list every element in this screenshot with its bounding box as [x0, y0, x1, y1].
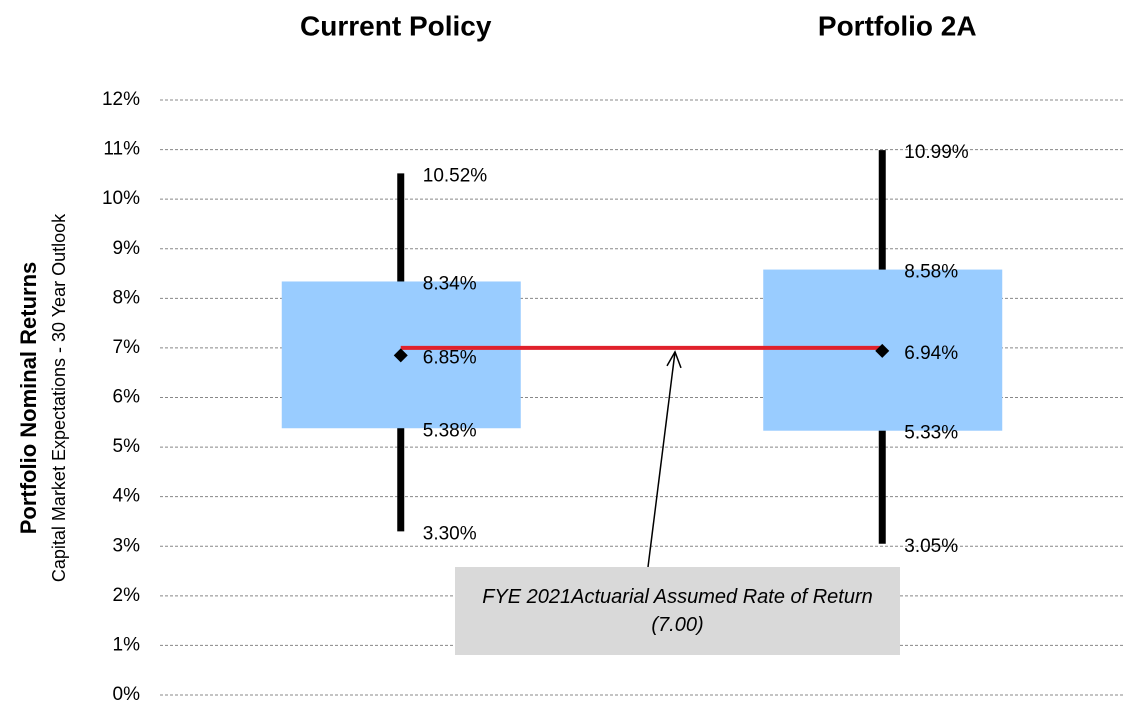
value-label: 8.58%	[904, 262, 958, 283]
y-tick-label: 8%	[113, 287, 141, 308]
y-tick-label: 6%	[113, 387, 141, 408]
value-label: 10.99%	[904, 142, 969, 163]
y-tick-label: 9%	[113, 238, 141, 259]
y-tick-label: 5%	[113, 436, 141, 457]
y-tick-label: 7%	[113, 337, 141, 358]
annotation: FYE 2021Actuarial Assumed Rate of Return…	[455, 567, 900, 655]
y-tick-label: 1%	[113, 634, 141, 655]
value-label: 5.33%	[904, 423, 958, 444]
value-label: 3.05%	[904, 536, 958, 557]
y-tick-label: 11%	[103, 139, 140, 160]
category-title: Portfolio 2A	[818, 10, 977, 41]
annotation-arrowhead	[666, 350, 682, 369]
value-label: 6.85%	[423, 347, 477, 368]
value-label: 10.52%	[423, 165, 488, 186]
y-tick-label: 10%	[102, 188, 140, 209]
value-label: 6.94%	[904, 343, 958, 364]
y-tick-label: 3%	[113, 535, 141, 556]
y-axis-sublabel: Capital Market Expectations - 30 Year Ou…	[49, 213, 69, 582]
y-tick-label: 12%	[102, 89, 140, 110]
median-marker	[875, 343, 890, 358]
y-tick-label: 0%	[113, 684, 141, 705]
category-title: Current Policy	[300, 10, 492, 41]
value-label: 5.38%	[423, 420, 477, 441]
value-label: 8.34%	[423, 273, 477, 294]
y-tick-label: 4%	[113, 486, 141, 507]
annotation-arrow	[647, 351, 676, 568]
y-axis-label: Portfolio Nominal Returns	[16, 262, 41, 535]
value-label: 3.30%	[423, 523, 477, 544]
y-tick-label: 2%	[113, 585, 141, 606]
median-marker	[393, 348, 408, 363]
